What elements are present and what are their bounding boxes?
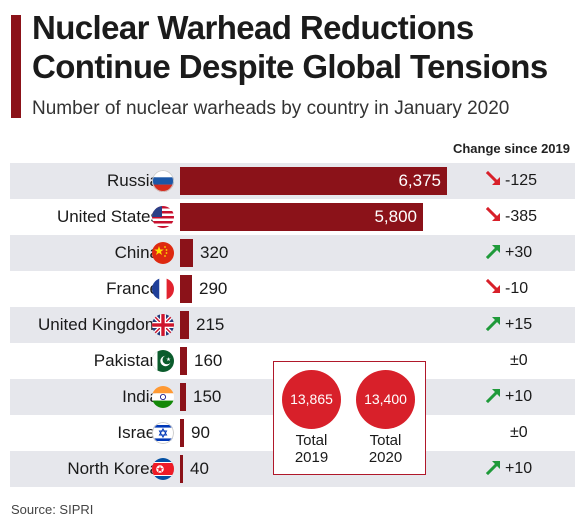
change-cell: ±0 [510, 343, 528, 379]
bar [180, 419, 184, 447]
bar [180, 167, 447, 195]
arrow-up-icon [486, 388, 505, 405]
total-2020-label-line-1: Total [369, 432, 402, 449]
total-2020-label-line-2: 2020 [368, 449, 403, 466]
data-label: 5,800 [374, 207, 417, 226]
change-value: -385 [505, 208, 538, 225]
bar [180, 239, 193, 267]
uk-flag-icon [152, 314, 174, 336]
change-column-header: Change since 2019 [452, 141, 570, 156]
category-label: North Korea [67, 459, 159, 478]
bar [180, 455, 183, 483]
change-value: +30 [505, 244, 533, 261]
category-label: India [122, 387, 159, 406]
bar [180, 203, 423, 231]
russia-flag-icon [152, 170, 174, 192]
chart-title: Nuclear Warhead Reductions Continue Desp… [32, 8, 582, 86]
change-cell: ±0 [510, 415, 528, 451]
category-label: China [114, 243, 159, 262]
change-cell: -385 [486, 199, 537, 235]
data-label: 160 [194, 351, 223, 370]
bar [180, 311, 189, 339]
usa-flag-icon [152, 206, 174, 228]
totals-box: 13,865 Total 2019 13,400 Total 2020 [273, 361, 426, 475]
change-cell: -125 [486, 163, 537, 199]
change-value: ±0 [510, 352, 528, 369]
bar-row: China 320 +30 [10, 235, 575, 271]
category-label: Pakistan [93, 351, 159, 370]
data-label: 90 [191, 423, 210, 442]
chart-subtitle: Number of nuclear warheads by country in… [32, 98, 510, 119]
bar-row: United Kingdom 215 +15 [10, 307, 575, 343]
change-value: ±0 [510, 424, 528, 441]
category-label: Israel [117, 423, 159, 442]
chart-title-line-2: Continue Despite Global Tensions [32, 48, 548, 85]
change-value: +10 [505, 388, 533, 405]
data-label: 320 [200, 243, 229, 262]
total-2019-circle: 13,865 [282, 370, 341, 429]
category-label: France [106, 279, 159, 298]
total-2019-label-line-2: 2019 [294, 449, 329, 466]
india-flag-icon [152, 386, 174, 408]
total-2019-label-line-1: Total [295, 432, 328, 449]
bar-row: Russia 6,375 -125 [10, 163, 575, 199]
france-flag-icon [152, 278, 174, 300]
bar-row: France 290 -10 [10, 271, 575, 307]
change-cell: +10 [486, 379, 532, 415]
total-2020-circle: 13,400 [356, 370, 415, 429]
israel-flag-icon [152, 422, 174, 444]
data-label: 215 [196, 315, 225, 334]
arrow-down-icon [486, 279, 505, 297]
chart-title-line-1: Nuclear Warhead Reductions [32, 9, 474, 46]
total-2019-label: Total 2019 [282, 432, 341, 466]
pakistan-flag-icon [152, 350, 174, 372]
source-note: Source: SIPRI [11, 502, 94, 517]
arrow-up-icon [486, 316, 505, 333]
data-label: 40 [190, 459, 209, 478]
arrow-down-icon [486, 207, 505, 225]
change-cell: +30 [486, 235, 532, 271]
change-cell: +15 [486, 307, 532, 343]
title-accent-bar [11, 15, 21, 118]
change-value: -125 [505, 172, 538, 189]
category-label: Russia [107, 171, 159, 190]
bar [180, 383, 186, 411]
bar [180, 275, 192, 303]
bar-row: North Korea 40 +10 [10, 451, 575, 487]
china-flag-icon [152, 242, 174, 264]
data-label: 290 [199, 279, 228, 298]
change-value: -10 [505, 280, 529, 297]
arrow-up-icon [486, 460, 505, 477]
bar [180, 347, 187, 375]
arrow-up-icon [486, 244, 505, 261]
north-korea-flag-icon [152, 458, 174, 480]
category-label: United Kingdom [38, 315, 159, 334]
change-cell: -10 [486, 271, 528, 307]
total-2020-label: Total 2020 [356, 432, 415, 466]
category-label: United States [56, 207, 159, 226]
arrow-down-icon [486, 171, 505, 189]
data-label: 150 [193, 387, 222, 406]
change-value: +15 [505, 316, 533, 333]
change-cell: +10 [486, 451, 532, 487]
bar-row: United States 5,800 -385 [10, 199, 575, 235]
data-label: 6,375 [398, 171, 441, 190]
change-value: +10 [505, 460, 533, 477]
